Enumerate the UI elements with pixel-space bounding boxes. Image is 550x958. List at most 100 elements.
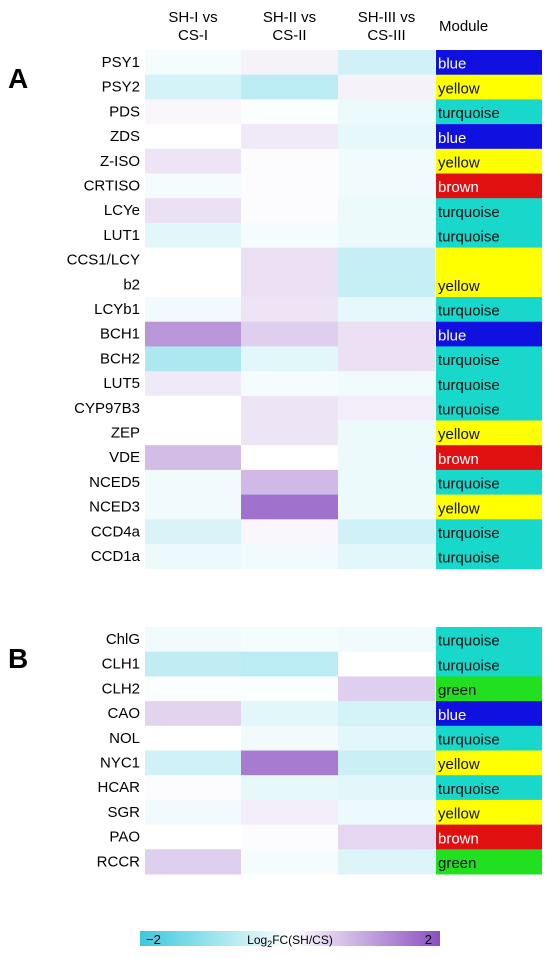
module-cell: [436, 676, 542, 702]
module-label: turquoise: [438, 105, 500, 122]
heat-cell: [145, 775, 242, 801]
heat-cell: [145, 395, 242, 421]
module-label: turquoise: [438, 525, 500, 542]
heat-cell: [241, 297, 339, 323]
heat-cell: [338, 173, 436, 199]
gene-label: CYP97B3: [74, 400, 140, 417]
module-cell: [436, 519, 542, 545]
heat-cell: [338, 148, 436, 174]
legend-title: Log2FC(SH/CS): [247, 933, 333, 949]
gene-label: CCD1a: [91, 548, 141, 565]
heat-cell: [338, 775, 436, 801]
module-cell: [436, 725, 542, 751]
legend-color-bar: [140, 931, 440, 946]
module-label: turquoise: [438, 303, 500, 320]
heat-cell: [338, 627, 436, 653]
heat-cell: [241, 469, 339, 496]
heat-cell: [241, 725, 339, 751]
module-label: turquoise: [438, 476, 500, 493]
heat-cell: [241, 824, 339, 850]
module-label: blue: [438, 130, 466, 147]
heat-cell: [145, 198, 242, 224]
module-cell: [436, 494, 542, 520]
heat-cell: [338, 824, 436, 850]
module-cell: [436, 775, 542, 801]
gene-label: ZEP: [111, 425, 140, 442]
module-cell: [436, 74, 542, 100]
heat-cell: [145, 50, 242, 76]
module-cell: [436, 627, 542, 653]
heat-cell: [241, 701, 339, 727]
heat-cell: [338, 124, 436, 150]
module-cell: [436, 445, 542, 471]
heat-cell: [241, 445, 339, 471]
gene-label: NCED3: [89, 499, 140, 516]
heat-cell: [145, 321, 242, 347]
heat-cell: [241, 544, 339, 570]
module-label: turquoise: [438, 550, 500, 567]
gene-label: CCS1/LCY: [67, 252, 140, 269]
heat-cell: [338, 799, 436, 826]
module-label: yellow: [438, 806, 480, 823]
legend-min-label: −2: [146, 932, 161, 947]
heat-cell: [145, 74, 242, 100]
gene-label: Z-ISO: [100, 153, 140, 170]
module-label: brown: [438, 451, 479, 468]
heat-cell: [145, 445, 242, 471]
heat-cell: [145, 469, 242, 496]
heat-cell: [241, 651, 339, 677]
gene-label: NCED5: [89, 474, 140, 491]
module-label: yellow: [438, 278, 480, 295]
gene-label: CCD4a: [91, 523, 141, 540]
gene-label: CLH1: [102, 656, 140, 673]
gene-label: ZDS: [110, 128, 140, 145]
heat-cell: [241, 494, 339, 520]
gene-label: RCCR: [97, 853, 140, 870]
heat-cell: [338, 445, 436, 471]
heat-cell: [241, 395, 339, 421]
gene-label: CLH2: [102, 680, 140, 697]
gene-label: b2: [123, 276, 140, 293]
heat-cell: [241, 799, 339, 826]
heat-cell: [145, 544, 242, 570]
heat-cell: [338, 321, 436, 347]
heat-cell: [338, 222, 436, 249]
module-label: green: [438, 855, 476, 872]
module-label: turquoise: [438, 377, 500, 394]
heat-cell: [145, 371, 242, 397]
module-cell: [436, 297, 542, 323]
module-cell: [436, 799, 542, 826]
heat-cell: [338, 99, 436, 125]
heat-cell: [241, 222, 339, 249]
heat-cell: [338, 519, 436, 545]
heat-cell: [145, 651, 242, 677]
heat-cell: [145, 849, 242, 875]
module-cell: [436, 148, 542, 174]
heat-cell: [241, 198, 339, 224]
heat-cell: [241, 775, 339, 801]
heat-cell: [145, 173, 242, 199]
heat-cell: [241, 321, 339, 347]
gene-label: PSY2: [102, 79, 140, 96]
gene-label: NOL: [109, 730, 140, 747]
heat-cell: [145, 247, 242, 298]
column-header-1: CS-I: [178, 27, 208, 44]
heat-cell: [338, 371, 436, 397]
module-label: brown: [438, 179, 479, 196]
module-label: yellow: [438, 756, 480, 773]
column-header-2: CS-II: [272, 27, 306, 44]
column-header-2: SH-II vs: [263, 9, 316, 26]
module-label: yellow: [438, 155, 480, 172]
module-cell: [436, 544, 542, 570]
gene-label: ChlG: [106, 631, 140, 648]
heat-cell: [241, 627, 339, 653]
heat-cell: [145, 420, 242, 446]
heat-cell: [241, 50, 339, 76]
heat-cell: [241, 346, 339, 372]
heat-cell: [241, 124, 339, 150]
heat-cell: [145, 799, 242, 826]
heat-cell: [338, 420, 436, 446]
heat-cell: [241, 676, 339, 702]
module-cell: [436, 824, 542, 850]
heat-cell: [338, 74, 436, 100]
